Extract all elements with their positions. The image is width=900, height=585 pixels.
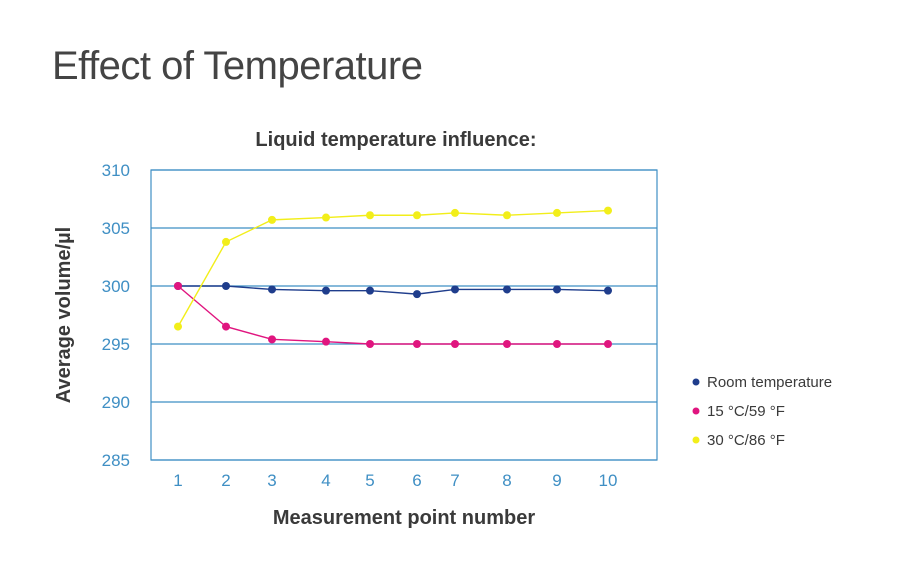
- y-axis-title: Average volume/µl: [53, 227, 75, 403]
- data-point: [366, 286, 374, 295]
- y-tick-label: 300: [102, 277, 130, 296]
- data-point: [451, 285, 459, 294]
- data-point: [413, 290, 421, 299]
- data-point: [222, 282, 230, 290]
- data-point: [268, 285, 276, 294]
- x-tick-label: 10: [599, 471, 618, 490]
- chart-title: Liquid temperature influence:: [255, 129, 536, 151]
- x-ticks: 1 2 3 4 5 6 7 8 9 10: [173, 471, 617, 490]
- legend: Room temperature 15 °C/59 °F 30 °C/86 °F: [692, 374, 832, 449]
- plot-frame: [150, 169, 658, 461]
- data-point: [451, 340, 459, 348]
- y-tick-label: 290: [102, 393, 130, 412]
- legend-marker: [692, 436, 700, 444]
- legend-item: Room temperature: [692, 374, 832, 391]
- x-tick-label: 7: [450, 471, 459, 490]
- data-point: [366, 340, 374, 348]
- x-tick-label: 8: [502, 471, 511, 490]
- legend-label: Room temperature: [707, 374, 832, 391]
- y-tick-label: 310: [102, 161, 130, 180]
- y-tick-label: 295: [102, 335, 130, 354]
- data-point: [268, 215, 276, 224]
- x-tick-label: 1: [173, 471, 182, 490]
- data-point: [553, 285, 561, 294]
- series-1: [174, 282, 612, 299]
- x-tick-label: 5: [365, 471, 374, 490]
- data-point: [604, 340, 612, 348]
- grid-lines: [151, 169, 657, 461]
- data-point: [322, 337, 330, 346]
- series-line: [177, 285, 608, 345]
- y-tick-label: 285: [102, 451, 130, 470]
- legend-item: 30 °C/86 °F: [692, 432, 785, 449]
- legend-item: 15 °C/59 °F: [692, 403, 785, 420]
- data-point: [503, 211, 511, 220]
- data-point: [604, 286, 612, 295]
- data-point: [174, 322, 182, 331]
- data-point: [604, 206, 612, 215]
- data-point: [268, 335, 276, 344]
- page-title: Effect of Temperature: [52, 44, 423, 88]
- x-tick-label: 3: [267, 471, 276, 490]
- x-tick-label: 9: [552, 471, 561, 490]
- data-point: [553, 340, 561, 348]
- data-point: [174, 282, 182, 290]
- series-layer: [174, 206, 612, 348]
- data-point: [322, 213, 330, 222]
- y-ticks: 310 305 300 295 290 285: [102, 161, 130, 470]
- data-point: [503, 285, 511, 294]
- legend-marker: [692, 407, 700, 415]
- data-point: [322, 286, 330, 295]
- x-tick-label: 2: [221, 471, 230, 490]
- x-tick-label: 6: [412, 471, 421, 490]
- series-2: [174, 282, 612, 348]
- x-tick-label: 4: [321, 471, 330, 490]
- data-point: [222, 237, 230, 246]
- data-point: [451, 208, 459, 217]
- legend-label: 15 °C/59 °F: [707, 403, 785, 420]
- series-line: [177, 209, 609, 327]
- y-tick-label: 305: [102, 219, 130, 238]
- data-point: [413, 340, 421, 348]
- x-axis-title: Measurement point number: [273, 507, 535, 529]
- data-point: [413, 211, 421, 220]
- data-point: [503, 340, 511, 348]
- data-point: [222, 322, 230, 331]
- series-line: [178, 285, 609, 295]
- legend-marker: [692, 378, 700, 386]
- data-point: [366, 211, 374, 220]
- series-3: [174, 206, 612, 331]
- legend-label: 30 °C/86 °F: [707, 432, 785, 449]
- data-point: [553, 208, 561, 217]
